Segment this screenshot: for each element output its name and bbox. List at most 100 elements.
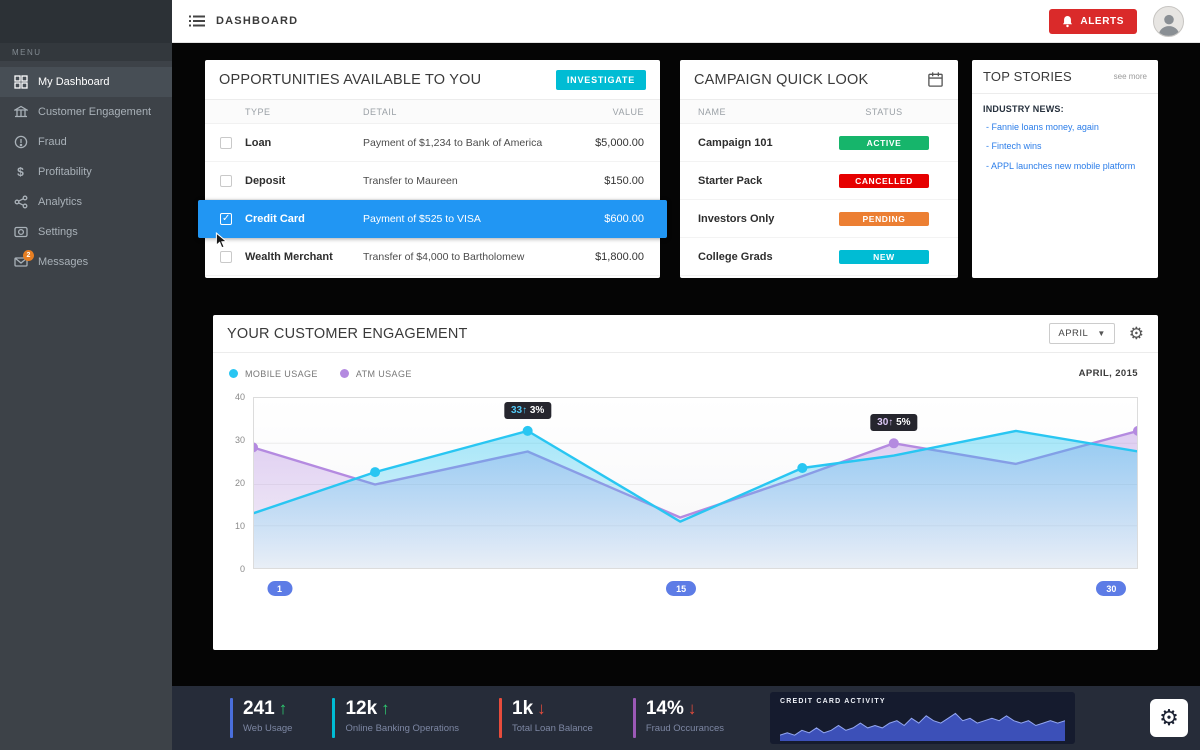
stat-accent [632, 698, 636, 738]
sidebar-item-fraud[interactable]: Fraud [0, 127, 172, 157]
top-stories-panel: TOP STORIES see more INDUSTRY NEWS: - Fa… [972, 60, 1158, 278]
opportunities-column-headers: TYPE DETAIL VALUE [205, 100, 660, 124]
see-more-link[interactable]: see more [1113, 72, 1147, 81]
x-axis-pill: 30 [1096, 581, 1127, 596]
stat-label: Online Banking Operations [345, 723, 460, 734]
legend-dot [229, 369, 238, 378]
chart-tooltip: 30↑ 5% [870, 414, 918, 432]
y-axis-tick: 40 [234, 392, 245, 402]
row-detail: Transfer of $4,000 to Bartholomew [363, 250, 525, 263]
sidebar-logo-area [0, 0, 172, 43]
share-graph-icon [13, 195, 28, 210]
sidebar-item-label: Settings [38, 226, 78, 238]
sidebar-item-profitability[interactable]: $ Profitability [0, 157, 172, 187]
up-arrow-icon: ↑ [278, 699, 288, 718]
row-type: Loan [245, 136, 272, 149]
sidebar-item-analytics[interactable]: Analytics [0, 187, 172, 217]
x-axis-pill: 1 [267, 581, 293, 596]
dashboard-icon [13, 75, 28, 90]
legend-item-atm-usage: ATM USAGE [339, 368, 412, 379]
stat-value: 1k [512, 698, 534, 719]
opportunities-title: OPPORTUNITIES AVAILABLE TO YOU [219, 71, 482, 88]
topbar: DASHBOARD ALERTS [172, 0, 1200, 43]
row-value: $600.00 [604, 213, 644, 225]
table-row[interactable]: Loan Payment of $1,234 to Bank of Americ… [205, 124, 660, 162]
top-stories-header: TOP STORIES see more [972, 60, 1158, 94]
engagement-chart: 40 30 20 10 0 33↑ 3% 30↑ 5% [225, 392, 1138, 574]
alerts-button[interactable]: ALERTS [1049, 8, 1137, 34]
story-link[interactable]: - Fannie loans money, again [986, 122, 1099, 132]
legend-label: MOBILE USAGE [245, 368, 318, 379]
row-value: $5,000.00 [595, 136, 644, 149]
month-select[interactable]: APRIL ▼ [1049, 323, 1115, 344]
sidebar-item-messages[interactable]: 2 Messages [0, 247, 172, 277]
mouse-cursor-icon [215, 232, 228, 249]
campaign-name: Investors Only [698, 212, 775, 225]
messages-badge: 2 [23, 249, 34, 261]
legend-item-mobile-usage: MOBILE USAGE [229, 369, 318, 379]
row-checkbox[interactable] [220, 174, 232, 187]
up-arrow-icon: ↑ [381, 699, 390, 718]
list-menu-icon[interactable] [188, 14, 206, 28]
mini-chart-title: CREDIT CARD ACTIVITY [779, 698, 886, 705]
engagement-chart-svg [253, 397, 1138, 569]
table-row[interactable]: Wealth Merchant Transfer of $4,000 to Ba… [205, 238, 660, 276]
bell-icon [1062, 15, 1073, 28]
engagement-panel: YOUR CUSTOMER ENGAGEMENT APRIL ▼ ⚙ MOBIL… [213, 315, 1158, 650]
row-detail: Payment of $1,234 to Bank of America [363, 136, 543, 149]
sidebar-item-label: Messages [38, 256, 89, 268]
story-link[interactable]: - APPL launches new mobile platform [986, 160, 1136, 171]
stat-label: Web Usage [243, 723, 293, 734]
list-item[interactable]: Campaign 101 ACTIVE [680, 124, 958, 162]
sidebar-item-settings[interactable]: Settings [0, 217, 172, 247]
stat-accent [499, 698, 503, 738]
top-stories-title: TOP STORIES [983, 69, 1072, 84]
credit-card-activity-chart: CREDIT CARD ACTIVITY [769, 692, 1075, 744]
chart-plot-area: 33↑ 3% 30↑ 5% [253, 397, 1138, 569]
row-checkbox-checked[interactable] [220, 213, 232, 225]
table-row[interactable]: Deposit Transfer to Maureen $150.00 [205, 162, 660, 200]
settings-gear-button[interactable]: ⚙ [1150, 699, 1188, 737]
footer-bar: 241 ↑ Web Usage 12k ↑ Online Banking Ope… [172, 686, 1200, 750]
list-item[interactable]: College Grads NEW [680, 238, 958, 276]
user-avatar[interactable] [1153, 5, 1184, 37]
dollar-icon: $ [17, 165, 24, 179]
engagement-controls: APRIL ▼ ⚙ [1049, 323, 1144, 344]
y-axis-tick: 10 [234, 521, 245, 531]
main-content: OPPORTUNITIES AVAILABLE TO YOU INVESTIGA… [172, 43, 1200, 686]
stat-label: Fraud Occurances [645, 723, 724, 734]
sidebar-item-my-dashboard[interactable]: My Dashboard [0, 67, 172, 97]
sidebar-item-customer-engagement[interactable]: Customer Engagement [0, 97, 172, 127]
y-axis-tick: 20 [234, 478, 245, 488]
status-badge: PENDING [839, 211, 929, 226]
row-type: Credit Card [245, 213, 305, 225]
row-detail: Transfer to Maureen [363, 174, 458, 187]
list-item[interactable]: Investors Only PENDING [680, 200, 958, 238]
sidebar-item-label: Fraud [38, 136, 67, 148]
list-item[interactable]: Starter Pack CANCELLED [680, 162, 958, 200]
alert-circle-icon [13, 135, 28, 150]
story-link[interactable]: - Fintech wins [986, 141, 1042, 152]
calendar-icon[interactable] [927, 71, 944, 88]
table-row-selected[interactable]: Credit Card Payment of $525 to VISA $600… [198, 200, 667, 249]
row-detail: Payment of $525 to VISA [363, 213, 481, 225]
status-badge: CANCELLED [839, 173, 929, 188]
stat-online-banking: 12k ↑ Online Banking Operations [332, 698, 459, 738]
engagement-title: YOUR CUSTOMER ENGAGEMENT [227, 325, 468, 342]
alerts-button-label: ALERTS [1080, 15, 1124, 27]
investigate-button[interactable]: INVESTIGATE [555, 69, 646, 90]
row-checkbox[interactable] [220, 136, 232, 149]
gear-icon[interactable]: ⚙ [1128, 324, 1144, 343]
legend-dot [339, 369, 349, 378]
chart-tooltip: 33↑ 3% [503, 401, 552, 419]
stat-label: Total Loan Balance [512, 723, 593, 734]
campaign-name: Starter Pack [698, 174, 763, 187]
legend-label: ATM USAGE [355, 368, 412, 379]
sidebar-item-label: Profitability [38, 166, 92, 178]
column-status: STATUS [865, 106, 903, 117]
status-badge: NEW [839, 249, 929, 264]
campaign-name: College Grads [698, 250, 773, 263]
campaign-name: Campaign 101 [698, 136, 773, 149]
row-checkbox[interactable] [220, 250, 232, 263]
campaign-column-headers: NAME STATUS [680, 100, 958, 124]
